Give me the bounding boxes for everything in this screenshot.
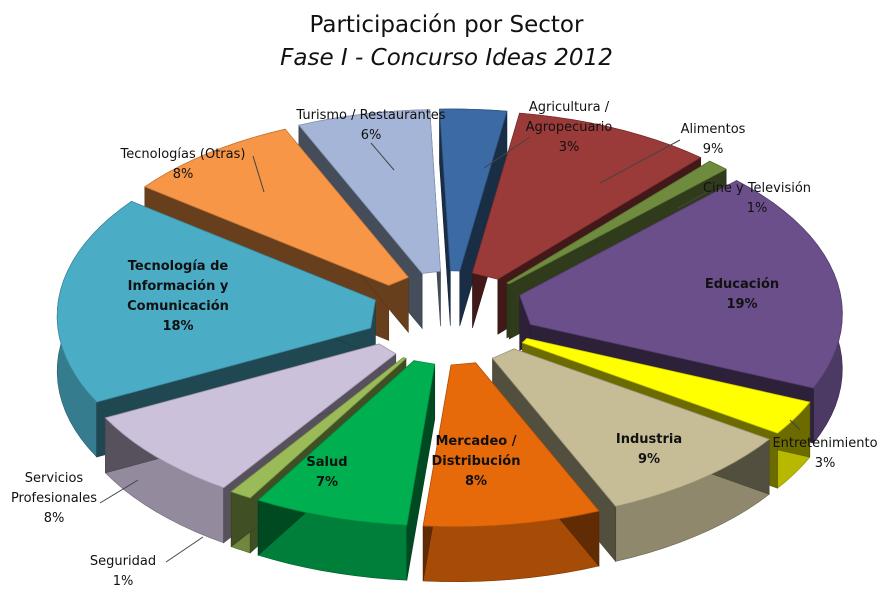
slice-label-group: Servicios Profesionales 8% bbox=[11, 471, 139, 526]
slice-label-group: Entretenimiento 3% bbox=[772, 419, 878, 471]
leader-line bbox=[599, 139, 681, 184]
slice-category-label: Mercadeo / bbox=[436, 434, 517, 449]
slice-category-label: Cine y Televisión bbox=[703, 181, 811, 196]
slice-category-label: Profesionales bbox=[11, 491, 97, 506]
slice-category-label: Turismo / Restaurantes bbox=[295, 108, 445, 123]
slice-label-group: Mercadeo / Distribución 8% bbox=[432, 434, 521, 489]
slice-label-group: Tecnología de Información y Comunicación 18… bbox=[127, 259, 229, 334]
slice-category-label: Tecnologías (Otras) bbox=[120, 147, 246, 162]
slice-category-label: Información y bbox=[128, 279, 229, 294]
slice-label-group: Industria 9% bbox=[616, 432, 682, 467]
leader-line bbox=[483, 136, 531, 169]
slice-value-label: 3% bbox=[815, 456, 836, 471]
leader-line bbox=[99, 479, 139, 504]
slice-value-label: 1% bbox=[747, 201, 768, 216]
slice-top bbox=[439, 108, 508, 272]
slice-top bbox=[471, 112, 702, 280]
slice-value-label: 19% bbox=[726, 297, 757, 312]
slice-value-label: 18% bbox=[162, 319, 193, 334]
slice-category-label: Comunicación bbox=[127, 299, 229, 314]
pie-slice bbox=[257, 360, 436, 581]
slice-value-label: 3% bbox=[559, 140, 580, 155]
slice-category-label: Salud bbox=[306, 455, 347, 470]
slice-value-label: 7% bbox=[316, 475, 338, 490]
leader-line bbox=[252, 155, 265, 193]
slice-top bbox=[491, 348, 771, 507]
slice-category-label: Alimentos bbox=[681, 122, 746, 137]
pie-slice bbox=[422, 362, 600, 583]
chart-title: Participación por Sector bbox=[309, 12, 584, 38]
slice-category-label: Agricultura / bbox=[529, 100, 610, 115]
leader-line bbox=[677, 191, 708, 209]
slice-label-group: Turismo / Restaurantes 6% bbox=[295, 108, 446, 171]
slice-top bbox=[422, 362, 600, 528]
slice-top bbox=[104, 343, 397, 489]
slice-category-label: Distribución bbox=[432, 454, 521, 469]
slice-top bbox=[521, 337, 811, 434]
slice-top bbox=[506, 160, 727, 285]
slice-category-label: Agropecuario bbox=[526, 120, 613, 135]
slice-category-label: Servicios bbox=[25, 471, 84, 486]
slice-value-label: 8% bbox=[44, 511, 65, 526]
slice-category-label: Seguridad bbox=[90, 554, 156, 569]
slice-top bbox=[56, 200, 376, 403]
pie-slice bbox=[439, 108, 508, 327]
leader-line bbox=[165, 536, 204, 563]
slice-top bbox=[143, 128, 410, 286]
slice-label-group: Seguridad 1% bbox=[90, 536, 204, 589]
slice-category-label: Tecnología de bbox=[128, 259, 229, 274]
slice-top bbox=[230, 357, 407, 499]
slice-top bbox=[298, 109, 441, 274]
slice-category-label: Industria bbox=[616, 432, 682, 447]
chart-subtitle: Fase I - Concurso Ideas 2012 bbox=[280, 45, 613, 71]
slice-label-group: Educación 19% bbox=[705, 277, 779, 312]
leader-line bbox=[789, 419, 801, 431]
leader-line bbox=[370, 142, 395, 171]
slice-value-label: 9% bbox=[703, 142, 724, 157]
slice-label-group: Tecnologías (Otras) 8% bbox=[120, 147, 265, 193]
slice-label-group: Agricultura / Agropecuario 3% bbox=[483, 100, 613, 169]
slice-top bbox=[257, 360, 436, 526]
slice-label-group: Salud 7% bbox=[306, 455, 347, 490]
slice-value-label: 1% bbox=[113, 574, 134, 589]
slice-value-label: 8% bbox=[465, 474, 487, 489]
slice-value-label: 6% bbox=[361, 128, 382, 143]
slice-category-label: Entretenimiento bbox=[772, 436, 877, 451]
slice-label-group: Alimentos 9% bbox=[599, 122, 746, 184]
slice-category-label: Educación bbox=[705, 277, 779, 292]
slice-label-group: Cine y Televisión 1% bbox=[677, 181, 811, 216]
slice-value-label: 8% bbox=[173, 167, 194, 182]
slice-top bbox=[519, 180, 843, 389]
slice-value-label: 9% bbox=[638, 452, 660, 467]
